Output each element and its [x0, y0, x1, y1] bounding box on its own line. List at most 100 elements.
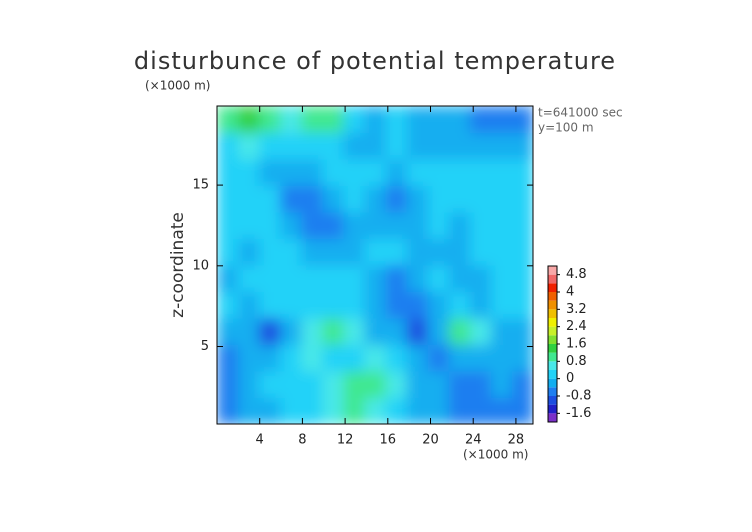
field-cell: [469, 159, 492, 186]
field-cell: [343, 397, 365, 424]
field-cell: [322, 318, 344, 345]
field-cell: [427, 291, 450, 319]
field-cell: [364, 159, 387, 186]
field-cell: [364, 291, 387, 319]
field-cell: [469, 185, 492, 213]
colorbar-band: [548, 266, 557, 275]
field-cell: [238, 344, 260, 372]
field-cell: [343, 132, 365, 160]
colorbar-tick-label: 0: [566, 371, 574, 386]
y-unit: (×1000 m): [145, 79, 210, 93]
field-cell: [406, 344, 429, 372]
field-cell: [322, 291, 344, 319]
field-cell: [469, 212, 492, 239]
field-cell: [511, 291, 533, 319]
field-cell: [301, 291, 323, 319]
field-cell: [301, 265, 323, 292]
field-cell: [217, 132, 239, 160]
field-cell: [322, 212, 344, 239]
y-axis-title: z-coordinate: [168, 212, 188, 318]
field: [217, 106, 533, 424]
field-cell: [469, 106, 492, 133]
field-cell: [448, 344, 471, 372]
field-cell: [511, 397, 533, 424]
field-cell: [301, 159, 323, 186]
field-cell: [280, 344, 302, 372]
colorbar-tick-label: 1.6: [566, 337, 587, 352]
field-cell: [427, 106, 450, 133]
field-cell: [280, 318, 302, 345]
field-cell: [364, 265, 387, 292]
field-cell: [259, 212, 281, 239]
field-cell: [364, 106, 387, 133]
field-cell: [217, 344, 239, 372]
field-cell: [511, 106, 533, 133]
x-unit: (×1000 m): [463, 448, 528, 462]
chart-title: disturbunce of potential temperature: [134, 47, 616, 75]
field-cell: [364, 238, 387, 266]
field-cell: [301, 212, 323, 239]
field-cell: [427, 159, 450, 186]
field-cell: [448, 291, 471, 319]
field-cell: [490, 318, 513, 345]
field-cell: [448, 159, 471, 186]
y-tick-label: 5: [201, 339, 209, 354]
colorbar-band: [548, 413, 557, 422]
annotation: t=641000 sec: [538, 106, 623, 120]
field-cell: [343, 159, 365, 186]
field-cell: [385, 238, 408, 266]
field-cell: [385, 371, 408, 398]
field-cell: [259, 106, 281, 133]
field-cell: [322, 344, 344, 372]
field-cell: [301, 397, 323, 424]
field-cell: [490, 132, 513, 160]
field-cell: [448, 132, 471, 160]
x-tick-label: 24: [465, 433, 482, 448]
field-cell: [238, 371, 260, 398]
field-cell: [448, 318, 471, 345]
field-cell: [301, 106, 323, 133]
colorbar-band: [548, 300, 557, 310]
field-cell: [385, 291, 408, 319]
field-cell: [217, 371, 239, 398]
field-cell: [280, 291, 302, 319]
field-cell: [427, 344, 450, 372]
field-cell: [406, 185, 429, 213]
field-cell: [280, 185, 302, 213]
field-cell: [217, 238, 239, 266]
field-cell: [343, 291, 365, 319]
field-cell: [259, 318, 281, 345]
field-cell: [280, 132, 302, 160]
field-cell: [469, 291, 492, 319]
field-cell: [469, 265, 492, 292]
field-cell: [343, 212, 365, 239]
field-cell: [469, 397, 492, 424]
colorbar-tick-label: -1.6: [566, 406, 591, 421]
field-cell: [364, 212, 387, 239]
colorbar-band: [548, 318, 557, 327]
field-cell: [385, 106, 408, 133]
field-cell: [490, 397, 513, 424]
field-cell: [448, 185, 471, 213]
field-cell: [511, 212, 533, 239]
field-cell: [238, 106, 260, 133]
colorbar-tick-label: 4.8: [566, 267, 587, 282]
field-cell: [490, 106, 513, 133]
field-cell: [238, 185, 260, 213]
field-cell: [259, 132, 281, 160]
field-cell: [406, 159, 429, 186]
field-cell: [385, 397, 408, 424]
colorbar-band: [548, 370, 557, 379]
field-cell: [238, 291, 260, 319]
field-cell: [406, 132, 429, 160]
x-tick-label: 20: [422, 433, 439, 448]
field-cell: [301, 318, 323, 345]
field-cell: [427, 397, 450, 424]
field-cell: [322, 106, 344, 133]
field-cell: [511, 238, 533, 266]
x-tick-label: 28: [508, 433, 525, 448]
field-cell: [427, 238, 450, 266]
field-cell: [448, 371, 471, 398]
field-cell: [322, 265, 344, 292]
field-cell: [322, 185, 344, 213]
